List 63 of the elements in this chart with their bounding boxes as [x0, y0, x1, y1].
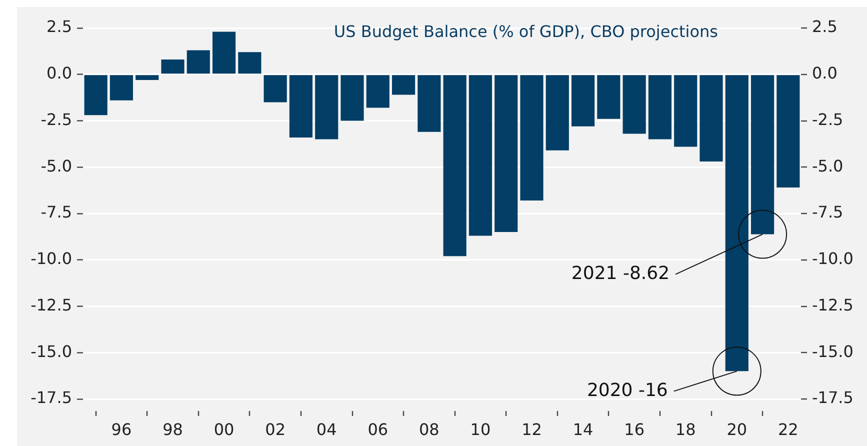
annotation: 2020 -16 [586, 380, 668, 401]
x-tick-label: 00 [214, 420, 234, 439]
x-tick-label: 04 [316, 420, 337, 439]
x-tick-label: 08 [419, 420, 440, 439]
bar [212, 32, 236, 74]
y2-tick-label: -12.5 [30, 295, 72, 314]
x-tick-label: 02 [265, 420, 286, 439]
bar [186, 50, 210, 74]
bar [238, 52, 262, 74]
y-tick-label: -5.0 [812, 156, 844, 176]
x-tick-label: 16 [624, 420, 644, 439]
x-tick-label: 96 [111, 420, 132, 439]
y2-tick-label: -15.0 [30, 342, 72, 361]
bar [494, 75, 518, 232]
x-tick-label: 20 [726, 420, 748, 439]
y2-tick-label: -5.0 [40, 156, 72, 176]
x-tick-label: 10 [470, 420, 491, 439]
y-tick-label: -2.5 [812, 110, 844, 129]
y-tick-label: -10.0 [812, 249, 854, 268]
chart-title: US Budget Balance (% of GDP), CBO projections [334, 22, 718, 42]
x-tick-label: 98 [162, 420, 183, 439]
bar [418, 75, 441, 132]
x-tick-label: 06 [368, 420, 388, 439]
bar [700, 75, 723, 162]
y-tick-label: 2.5 [812, 17, 838, 36]
bar [443, 75, 466, 256]
bar [392, 75, 416, 95]
bar [622, 75, 646, 134]
bar [84, 75, 108, 116]
y2-tick-label: -7.5 [40, 202, 72, 222]
y2-tick-label: 2.5 [46, 17, 72, 36]
bar [546, 75, 569, 150]
bar [725, 75, 748, 372]
x-tick-label: 12 [522, 420, 542, 439]
bar [136, 75, 159, 80]
y-tick-label: -7.5 [812, 202, 844, 222]
bar [161, 60, 184, 74]
y2-tick-label: 0.0 [46, 64, 72, 83]
y-tick-label: -15.0 [812, 342, 854, 361]
y2-tick-label: -2.5 [40, 110, 72, 129]
bar [289, 75, 313, 138]
bar [315, 75, 338, 140]
y-tick-label: -17.5 [812, 388, 854, 408]
x-tick-label: 22 [778, 420, 798, 439]
x-tick-label: 14 [572, 420, 594, 439]
bar [110, 75, 134, 100]
y-tick-label: 0.0 [812, 64, 838, 83]
x-tick-label: 18 [675, 420, 696, 439]
annotation: 2021 -8.62 [571, 262, 670, 284]
bar [597, 75, 620, 119]
y2-tick-label: -17.5 [30, 388, 72, 408]
bar [776, 75, 800, 188]
y2-tick-label: -10.0 [30, 249, 72, 268]
bar [648, 75, 672, 140]
bar [750, 75, 774, 234]
bar [674, 75, 698, 147]
bar [468, 75, 492, 236]
bar [264, 75, 287, 102]
bar [520, 75, 544, 201]
bar [366, 75, 390, 108]
bar [571, 75, 595, 126]
y-tick-label: -12.5 [812, 295, 854, 314]
bar [340, 75, 364, 121]
